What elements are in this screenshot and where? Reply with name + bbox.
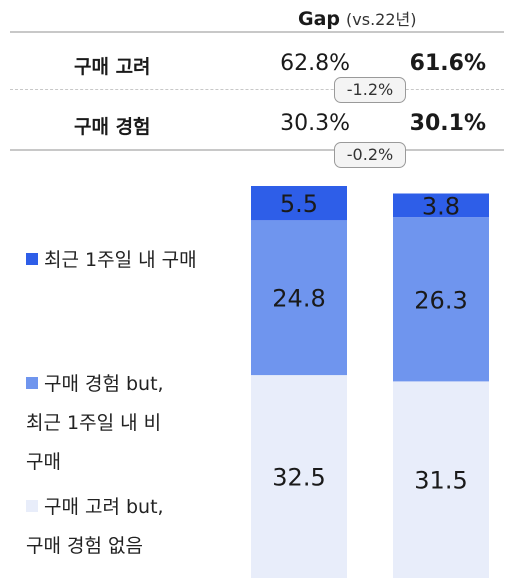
gap-label: Gap [298,8,341,30]
data-label-experienced-1: 24.8 [272,285,325,313]
change-badge-consider: -1.2% [334,77,406,103]
data-label-recent-purchase-1: 5.5 [280,190,318,218]
curr-value-consider: 61.6% [409,51,486,76]
legend-label-experienced-line3: 구매 [26,451,61,473]
row-label-experience: 구매 경험 [74,116,151,138]
mid-divider [10,89,504,90]
bar-segment-experienced-1 [251,220,347,376]
prev-value-consider: 62.8% [280,51,350,76]
legend-item-considered: 구매 고려 but, 구매 경험 없음 [26,488,236,566]
bar-segment-recent-purchase-2 [393,193,489,218]
legend-swatch-considered [26,500,38,512]
legend-label-considered-line1: 구매 고려 but, [44,496,164,518]
bar-segment-experienced-2 [393,217,489,382]
curr-value-experience: 30.1% [409,111,486,136]
data-label-experienced-2: 26.3 [414,286,467,314]
prev-value-experience: 30.3% [280,111,350,136]
data-label-recent-purchase-2: 3.8 [422,192,460,220]
change-badge-experience: -0.2% [334,142,406,168]
legend-item-recent-purchase: 최근 1주일 내 구매 [26,241,236,280]
gap-header: Gap (vs.22년) [298,6,417,30]
bar-segment-considered-2 [393,381,489,578]
legend-label-experienced-line1: 구매 경험 but, [44,373,164,395]
data-label-considered-1: 32.5 [272,464,325,492]
legend-swatch-experienced [26,377,38,389]
data-label-considered-2: 31.5 [414,467,467,495]
legend-label-recent-purchase: 최근 1주일 내 구매 [44,249,197,271]
top-divider [10,31,504,33]
legend-item-experienced: 구매 경험 but, 최근 1주일 내 비 구매 [26,365,236,482]
gap-sub-label: (vs.22년) [346,10,417,29]
legend-label-experienced-line2: 최근 1주일 내 비 [26,412,162,434]
bar-segment-considered-1 [251,375,347,578]
bottom-divider [10,149,504,151]
legend-swatch-recent-purchase [26,253,38,265]
bar-segment-recent-purchase-1 [251,186,347,221]
row-label-consider: 구매 고려 [74,56,151,78]
legend-label-considered-line2: 구매 경험 없음 [26,535,143,557]
